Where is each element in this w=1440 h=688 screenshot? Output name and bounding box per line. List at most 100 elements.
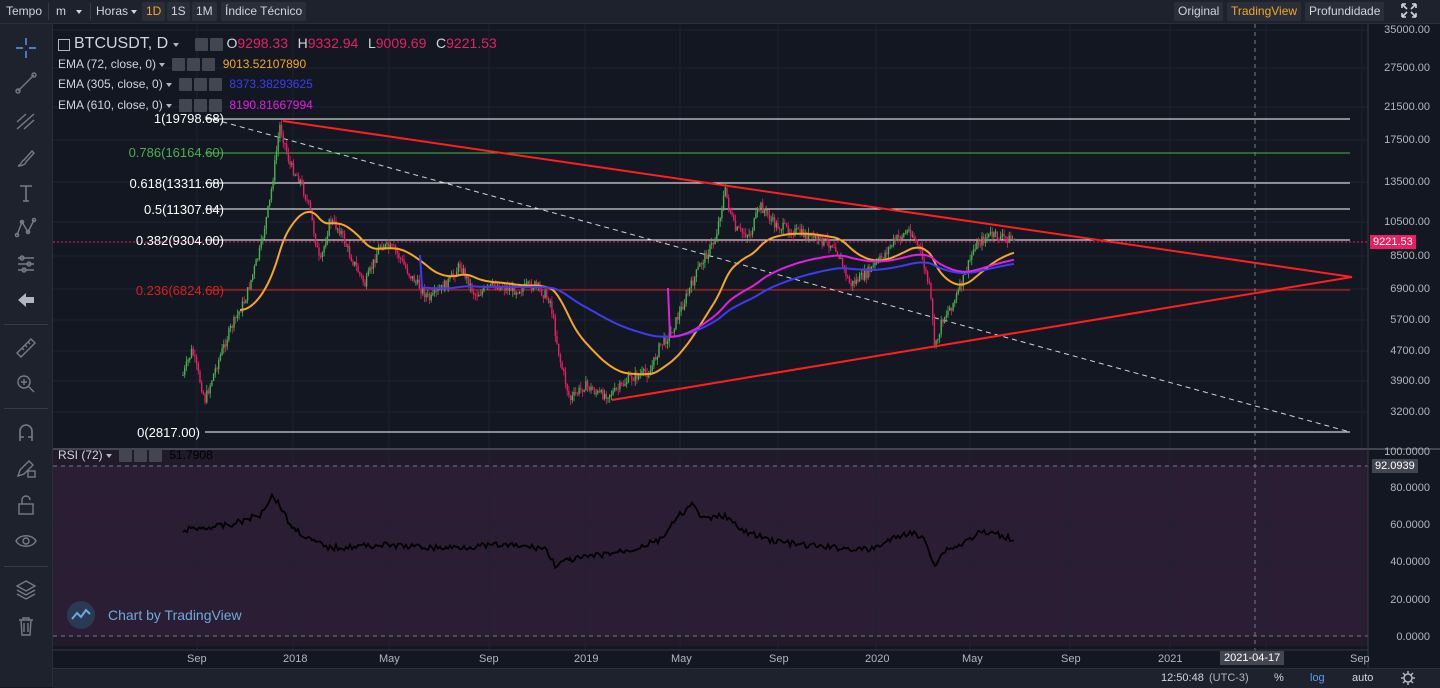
chevron-down-icon[interactable] [105,453,112,458]
percent-scale-button[interactable]: % [1274,672,1284,684]
arrow-left-icon [18,293,34,307]
trendline-tool[interactable] [12,69,40,97]
candle-body [561,362,563,370]
candle-body [972,249,975,255]
interval-1m-button[interactable]: 1M [192,2,217,21]
eye-icon[interactable] [119,449,133,463]
brush-tool[interactable] [12,144,40,172]
candle-body [195,356,198,364]
chevron-down-icon[interactable] [159,62,166,67]
candle-body [571,395,573,401]
candle-body [967,260,970,273]
candle-body [651,365,653,371]
gear-icon[interactable] [194,99,208,113]
candle-body [986,237,988,239]
candle-body [187,359,189,362]
close-icon[interactable] [149,449,163,463]
gear-icon[interactable] [209,38,223,52]
open-value: 9298.33 [237,35,288,51]
candle-body [903,233,905,237]
candle-body [826,238,828,241]
candle-body [507,286,509,291]
interval-unit-select[interactable]: m [52,2,86,21]
magnet-tool[interactable] [12,419,40,447]
close-icon[interactable] [209,99,223,113]
tradingview-watermark[interactable]: Chart by TradingView [66,600,242,630]
view-original-button[interactable]: Original [1174,2,1224,21]
candle-body [201,382,203,393]
candle-body [474,294,477,296]
pattern-tool[interactable] [12,214,40,242]
candle-body [1011,239,1014,241]
gear-icon[interactable] [187,58,201,72]
interval-1d-button[interactable]: 1D [142,2,166,21]
candle-body [535,281,538,286]
text-tool[interactable] [12,179,40,207]
gear-icon[interactable] [1401,671,1415,685]
price-chart[interactable] [53,24,1440,668]
candle-body [899,236,902,240]
object-tree-tool[interactable] [12,576,40,604]
close-icon[interactable] [202,58,216,72]
candle-body [277,138,279,152]
eye-icon[interactable] [179,99,193,113]
fib-level-0618-label: 0.618(13311.68) [129,176,224,191]
candle-body [680,306,682,312]
candle-body [756,208,759,213]
view-depth-button[interactable]: Profundidade [1305,2,1385,21]
eye-icon[interactable] [179,78,193,92]
candle-body [731,212,733,216]
back-tool[interactable] [12,286,40,314]
collapse-icon[interactable] [58,38,70,51]
chevron-down-icon[interactable] [165,82,172,87]
fullscreen-button[interactable] [1396,2,1424,21]
candle-body [575,391,577,394]
candle-body [739,228,742,230]
candle-body [520,291,522,293]
timezone[interactable]: (UTC-3) [1209,672,1249,684]
log-scale-button[interactable]: log [1310,672,1325,684]
crosshair-tool[interactable] [12,34,40,62]
candle-body [410,275,412,279]
lock-drawing-tool[interactable] [12,454,40,482]
close-icon[interactable] [209,78,223,92]
candle-body [423,288,426,298]
technical-index-button[interactable]: Índice Técnico [221,2,307,21]
zoom-tool[interactable] [12,370,40,398]
candle-body [678,311,681,320]
candle-body [323,246,325,253]
gear-icon[interactable] [134,449,148,463]
delete-drawings-tool[interactable] [12,612,40,640]
candle-body [286,144,288,153]
hide-drawings-tool[interactable] [12,527,40,555]
chevron-down-icon[interactable] [165,103,172,108]
gear-icon[interactable] [194,78,208,92]
candle-body [627,374,630,383]
candle-body [860,272,862,275]
candle-body [303,183,305,196]
candle-body [637,375,640,380]
candle-body [464,268,466,279]
candle-body [796,228,798,230]
candle-body [418,279,420,289]
candle-body [435,290,437,292]
measure-tool[interactable] [12,334,40,362]
auto-scale-button[interactable]: auto [1352,672,1374,684]
candle-body [605,393,607,399]
candle-body [330,219,332,224]
settings-icon[interactable] [194,38,208,52]
candle-body [559,354,562,363]
candle-body [214,368,216,374]
eye-icon[interactable] [172,58,186,72]
pitchfork-tool[interactable] [12,107,40,135]
hours-select[interactable]: Horas [92,2,141,21]
interval-1s-button[interactable]: 1S [167,2,190,21]
chevron-down-icon[interactable] [173,42,180,47]
lock-all-tool[interactable] [12,491,40,519]
candle-body [867,266,869,278]
candle-body [857,279,859,282]
prediction-tool[interactable] [12,250,40,278]
candle-body [923,259,925,269]
candle-body [721,208,723,219]
view-tradingview-button[interactable]: TradingView [1227,2,1302,21]
